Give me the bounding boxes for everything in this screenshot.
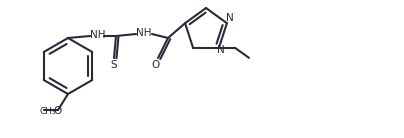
Text: NH: NH (90, 30, 106, 40)
Text: N: N (226, 13, 234, 23)
Text: NH: NH (136, 28, 152, 38)
Text: S: S (111, 60, 117, 70)
Text: CH₃: CH₃ (39, 107, 56, 116)
Text: N: N (217, 45, 225, 55)
Text: O: O (151, 60, 159, 70)
Text: O: O (54, 106, 62, 116)
